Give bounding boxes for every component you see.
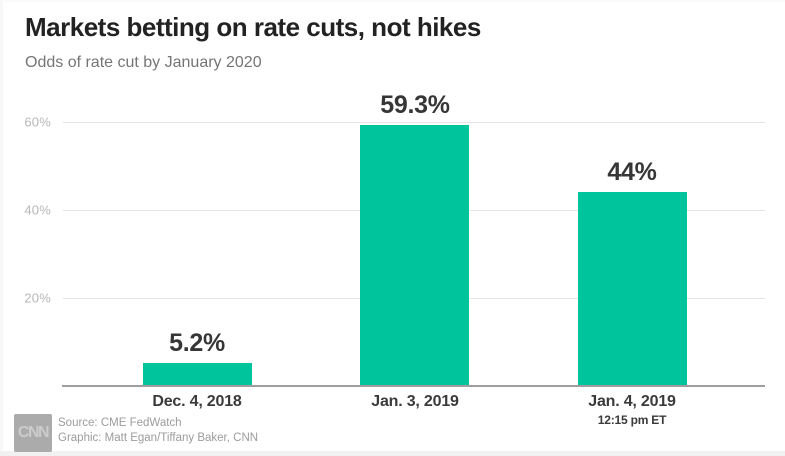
chart-title: Markets betting on rate cuts, not hikes — [25, 12, 481, 42]
bar — [578, 192, 687, 386]
x-axis-label: Jan. 4, 2019 — [588, 393, 676, 410]
gridline — [63, 122, 765, 123]
footer-credits: Source: CME FedWatch Graphic: Matt Egan/… — [58, 416, 258, 446]
cnn-logo-text: CNN — [17, 424, 50, 441]
source-text: Source: CME FedWatch — [58, 417, 182, 429]
chart-subtitle: Odds of rate cut by January 2020 — [25, 54, 262, 71]
x-axis-sublabel: 12:15 pm ET — [597, 413, 667, 427]
y-tick-label: 20% — [24, 290, 51, 306]
bar — [143, 363, 252, 386]
bar-value-label: 5.2% — [169, 329, 225, 357]
bar-value-label: 59.3% — [380, 91, 450, 119]
x-axis-label: Jan. 3, 2019 — [371, 393, 459, 410]
y-tick-label: 40% — [24, 202, 51, 218]
x-axis-line — [62, 385, 765, 387]
credit-text: Graphic: Matt Egan/Tiffany Baker, CNN — [58, 432, 259, 444]
bar — [360, 125, 469, 386]
bar-value-label: 44% — [607, 158, 657, 186]
cnn-logo: CNN — [14, 414, 52, 452]
x-axis-label: Dec. 4, 2018 — [152, 393, 242, 410]
y-tick-label: 60% — [24, 114, 51, 130]
